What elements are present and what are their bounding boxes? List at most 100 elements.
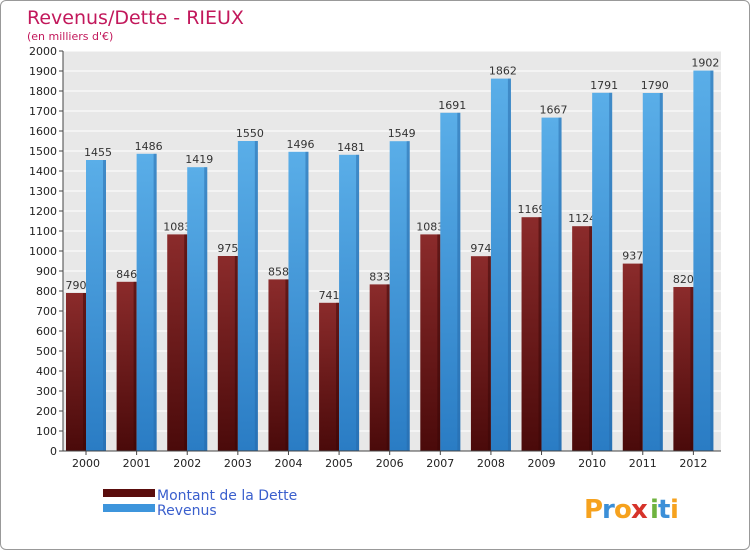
bar-shade-dette-2000: [83, 293, 86, 451]
bar-dette-2005: [319, 302, 340, 451]
bar-dette-2003: [217, 256, 238, 451]
bar-revenus-2010: [592, 92, 613, 452]
data-label-dette-2005: 741: [319, 289, 340, 302]
data-label-revenus-2004: 1496: [286, 138, 314, 151]
y-tick-label-1600: 1600: [29, 125, 57, 138]
bar-revenus-2011: [642, 93, 663, 451]
chart-subtitle: (en milliers d'€): [27, 30, 113, 43]
x-tick-label-2007: 2007: [426, 457, 454, 470]
x-tick-label-2010: 2010: [578, 457, 606, 470]
y-tick-label-1900: 1900: [29, 65, 57, 78]
legend-label-revenus: Revenus: [157, 503, 217, 519]
bar-shade-revenus-2001: [153, 153, 157, 452]
bar-dette-2006: [369, 284, 390, 451]
bar-shade-dette-2011: [639, 263, 643, 451]
bar-dette-2011: [622, 263, 643, 451]
data-label-dette-2012: 820: [673, 273, 694, 286]
data-label-revenus-2011: 1790: [641, 79, 669, 92]
legend-swatch-revenus: [103, 504, 155, 512]
bar-shade-dette-2009: [538, 217, 542, 451]
x-tick-label-2004: 2004: [274, 457, 302, 470]
data-label-dette-2002: 1083: [163, 220, 191, 233]
x-tick-label-2001: 2001: [123, 457, 151, 470]
bar-shade-dette-2005: [336, 302, 340, 451]
bar-revenus-2003: [237, 141, 258, 451]
legend-label-dette: Montant de la Dette: [157, 488, 297, 504]
bar-shade-revenus-2000: [103, 160, 106, 451]
y-tick-label-1500: 1500: [29, 145, 57, 158]
logo-letter-5: t: [658, 495, 670, 525]
x-tick-label-2008: 2008: [477, 457, 505, 470]
bar-shade-revenus-2012: [710, 70, 714, 451]
data-label-dette-2001: 846: [116, 268, 137, 281]
data-label-revenus-2006: 1549: [388, 127, 416, 140]
data-label-dette-2003: 975: [217, 242, 238, 255]
y-tick-label-0: 0: [50, 445, 57, 458]
data-label-dette-2006: 833: [369, 270, 390, 283]
y-tick-label-1700: 1700: [29, 105, 57, 118]
bar-revenus-2012: [693, 70, 714, 451]
data-label-revenus-2000: 1455: [84, 146, 112, 159]
data-label-dette-2004: 858: [268, 265, 289, 278]
bar-revenus-2009: [541, 117, 562, 451]
bars: 790 1455 846 1486 1083 1419 975 1550 858 1496 741 1…: [66, 57, 719, 452]
legend-swatch-dette: [103, 489, 155, 497]
logo-letter-4: i: [650, 495, 659, 525]
y-tick-label-400: 400: [36, 365, 57, 378]
bar-shade-dette-2004: [285, 279, 289, 451]
x-axis: 2000 2001 2002 2003 2004 2005 2006 2007 2008 2009…: [63, 450, 721, 470]
legend: Montant de la Dette Revenus: [103, 488, 297, 519]
proxiti-logo: Pr o x i t i: [584, 495, 679, 525]
data-label-revenus-2005: 1481: [337, 141, 365, 154]
bar-shade-revenus-2004: [305, 151, 309, 452]
bar-shade-dette-2007: [437, 234, 441, 451]
data-label-revenus-2002: 1419: [185, 153, 213, 166]
bar-dette-2009: [521, 217, 542, 451]
data-label-dette-2008: 974: [470, 242, 491, 255]
bar-revenus-2001: [136, 153, 157, 452]
x-tick-label-2012: 2012: [679, 457, 707, 470]
bar-shade-revenus-2003: [254, 141, 258, 451]
data-label-revenus-2008: 1862: [489, 65, 517, 78]
bar-shade-revenus-2006: [406, 141, 410, 451]
bar-dette-2002: [167, 234, 188, 451]
bar-shade-revenus-2009: [558, 117, 562, 451]
y-tick-label-500: 500: [36, 345, 57, 358]
data-label-dette-2010: 1124: [568, 212, 596, 225]
y-tick-label-800: 800: [36, 285, 57, 298]
bar-revenus-2006: [389, 141, 410, 451]
y-tick-label-700: 700: [36, 305, 57, 318]
bar-shade-revenus-2002: [204, 167, 208, 451]
bar-dette-2010: [572, 226, 593, 451]
bar-shade-dette-2006: [386, 284, 390, 451]
x-tick-label-2003: 2003: [224, 457, 252, 470]
data-label-dette-2009: 1169: [518, 203, 546, 216]
y-tick-label-1100: 1100: [29, 225, 57, 238]
x-tick-label-2000: 2000: [72, 457, 100, 470]
y-tick-label-100: 100: [36, 425, 57, 438]
y-tick-label-1300: 1300: [29, 185, 57, 198]
bar-shade-revenus-2007: [457, 112, 461, 452]
bar-shade-revenus-2005: [356, 154, 360, 452]
data-label-revenus-2009: 1667: [540, 104, 568, 117]
bar-shade-revenus-2008: [507, 78, 511, 451]
data-label-dette-2000: 790: [66, 279, 87, 292]
bar-shade-dette-2001: [133, 281, 137, 451]
bar-shade-revenus-2010: [609, 92, 613, 452]
y-tick-label-200: 200: [36, 405, 57, 418]
data-label-dette-2007: 1083: [416, 220, 444, 233]
bar-revenus-2005: [339, 154, 360, 452]
logo-letter-6: i: [670, 495, 679, 525]
bar-dette-2004: [268, 279, 289, 451]
bar-revenus-2007: [440, 112, 461, 452]
x-tick-label-2009: 2009: [528, 457, 556, 470]
logo-letter-2: o: [614, 495, 632, 525]
bar-dette-2012: [673, 287, 694, 451]
data-label-revenus-2003: 1550: [236, 127, 264, 140]
logo-letter-0: P: [584, 495, 603, 525]
data-label-revenus-2007: 1691: [438, 99, 466, 112]
y-tick-label-2000: 2000: [29, 45, 57, 58]
data-label-revenus-2012: 1902: [691, 57, 719, 70]
